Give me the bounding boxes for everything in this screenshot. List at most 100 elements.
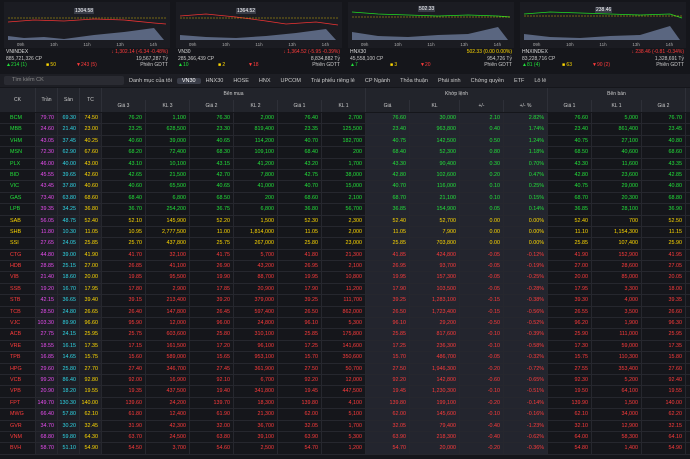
cell: 15,000 [322,181,366,192]
axis-label: 14h [149,42,158,47]
tab[interactable]: Danh mục của tôi [129,77,172,84]
stock-row[interactable]: BID 45.55 39.65 42.60 42.65 21,500 42.70 7,800 4… [0,169,690,182]
cell: 0.00% [504,215,548,226]
cell: 40.70 [278,181,322,192]
cell: CTG [0,249,36,261]
tab[interactable]: Trái phiếu riêng lẻ [311,77,355,84]
cell: 5,200 [592,374,642,386]
axis-label: 09h [16,42,25,47]
cell: 19.85 [102,272,146,283]
stock-row[interactable]: TCB 28.50 24.80 26.65 26.40 147,800 26.45 597,4… [0,306,690,319]
cell: 38,000 [322,169,366,181]
stock-row[interactable]: VJC 103.30 89.90 96.60 95.90 12,000 96.00 24,80… [0,318,690,330]
stock-row[interactable]: VNM 68.80 59.80 64.30 63.70 24,500 63.80 39,100… [0,431,690,444]
stock-row[interactable]: VHM 43.05 37.45 40.25 40.60 39,000 40.65 114,20… [0,135,690,148]
index-text: 8,834,882 Tỷ [310,55,340,62]
cell: 110,300 [592,352,642,363]
stock-row[interactable]: HDB 28.85 25.15 27.00 26.85 41,100 26.90 43,200… [0,261,690,273]
cell: -0.14% [504,397,548,409]
index-text: VNINDEX [6,49,29,55]
cell: 40.75 [548,181,592,192]
cell: 18,300 [234,397,278,409]
stock-row[interactable]: LPB 39.35 34.25 36.80 36.70 254,200 36.75 6,800… [0,204,690,216]
tab[interactable]: VN30 [176,77,201,84]
stock-row[interactable]: SSI 27.65 24.05 25.85 25.70 437,800 25.75 267,0… [0,238,690,250]
tab[interactable]: Phái sinh [437,77,461,84]
cell: HPG [0,363,36,374]
cell: 1.24% [504,135,548,147]
cell: 95,500 [146,272,190,283]
cell: 27.05 [642,261,686,272]
cell: 52.40 [548,215,592,226]
column-header: Giá 1 [278,100,322,112]
stock-row[interactable]: VIC 43.45 37.80 40.60 40.60 65,500 40.65 41,000… [0,181,690,193]
cell: 28,100 [592,204,642,215]
tab[interactable]: Lô lẻ [534,77,547,84]
cell: 116,000 [410,181,460,192]
stock-row[interactable]: VRE 18.55 16.15 17.35 17.15 161,500 17.20 96,10… [0,340,690,353]
stock-row[interactable]: SAB 56.05 48.75 52.40 52.10 145,900 52.20 1,500… [0,215,690,227]
search-box[interactable]: Tìm kiếm CK [4,76,124,85]
cell: 20,000 [410,443,460,454]
stock-row[interactable]: BVH 58.70 51.10 54.90 54.50 3,700 54.60 2,500 54… [0,443,690,455]
cell: 2,500 [234,443,278,454]
stock-row[interactable]: TPB 16.85 14.65 15.75 15.60 589,000 15.65 953,1… [0,352,690,364]
tab[interactable]: ETF [513,77,525,84]
stock-row[interactable]: MSN 72.30 62.90 67.60 68.20 72,400 68.30 109,10… [0,147,690,159]
cell: 28.85 [36,261,58,272]
cell: 19.55 [642,386,686,397]
axis-label: 10h [394,42,402,47]
cell: 27.50 [278,363,322,374]
cell: 19.50 [548,386,592,397]
stock-row[interactable]: MWG 66.40 57.80 62.10 61.80 12,400 61.90 21,300… [0,409,690,421]
cell: 2.10 [460,113,504,124]
cell: 19.90 [190,272,234,283]
stock-row[interactable]: MBB 24.60 21.40 23.00 23.25 628,500 23.30 819,4… [0,124,690,136]
stock-row[interactable]: ACB 27.75 24.15 25.95 25.75 603,600 25.80 310,1… [0,329,690,341]
tab[interactable]: HNX30 [205,77,224,84]
tab[interactable]: CP Ngành [364,77,391,84]
index-text: VN30 [178,49,191,55]
cell: 68.70 [548,192,592,204]
cell: 30,000 [410,113,460,124]
stock-row[interactable]: GVR 34.70 30.20 32.45 31.90 42,300 32.00 36,700… [0,420,690,432]
tab[interactable]: Chứng quyền [470,77,504,84]
tab[interactable]: HOSE [233,77,249,84]
stock-row[interactable]: SSB 19.20 16.70 17.95 17.80 2,900 17.85 20,900 1… [0,283,690,296]
index-text: 885,721,326 CP [6,55,43,62]
index-text: 954,726 Tỷ [487,55,512,62]
stock-row[interactable]: STB 42.15 36.65 39.40 39.15 213,400 39.20 379,0… [0,295,690,307]
stock-row[interactable]: CTG 44.80 39.00 41.90 41.70 32,100 41.75 5,700 4… [0,249,690,262]
cell: 11.05 [80,226,102,238]
cell: -0.52% [504,318,548,329]
cell: 1,283,100 [410,295,460,306]
tab[interactable]: HNX [258,77,271,84]
stock-row[interactable]: SHB 11.80 10.30 11.05 10.95 2,777,500 11.00 1,8… [0,226,690,239]
cell: 62.90 [58,147,80,158]
cell: 157,300 [410,272,460,283]
cell: 1,100 [146,113,190,124]
stock-row[interactable]: HPG 29.60 25.80 27.70 27.40 346,700 27.45 361,9… [0,363,690,375]
tab[interactable]: Thỏa thuận [400,77,428,84]
tab[interactable]: UPCOM [280,77,302,84]
cell: 68.50 [548,147,592,158]
axis-label: 14h [493,42,502,47]
stock-row[interactable]: PLX 46.00 40.00 43.00 43.10 10,100 43.15 41,200… [0,158,690,170]
cell: 42.80 [366,169,410,181]
stock-row[interactable]: FPT 149.70 130.30 140.00 139.60 24,200 139.70 1… [0,397,690,410]
stock-row[interactable]: VPB 20.90 18.20 19.55 19.35 437,500 19.40 341,8… [0,386,690,398]
stock-row[interactable]: VIB 21.40 18.60 20.00 19.85 95,500 19.90 88,700… [0,272,690,284]
cell: 26.95 [366,261,410,272]
cell: 26.95 [278,261,322,272]
cell: 43.10 [102,158,146,169]
cell: 2,300 [322,215,366,226]
stock-row[interactable]: BCM 79.70 69.30 74.50 76.20 1,100 76.30 2,000 76… [0,113,690,125]
cell: 11.10 [548,226,592,238]
cell: 68.80 [36,431,58,443]
stock-row[interactable]: VCB 99.20 86.40 92.80 92.00 16,900 92.10 6,700 9… [0,374,690,387]
stock-row[interactable]: GAS 73.40 63.80 68.60 68.40 6,800 68.50 200 68.6… [0,192,690,205]
cell: 62.20 [642,409,686,420]
cell: 130.30 [58,397,80,409]
cell: 20.00 [548,272,592,283]
